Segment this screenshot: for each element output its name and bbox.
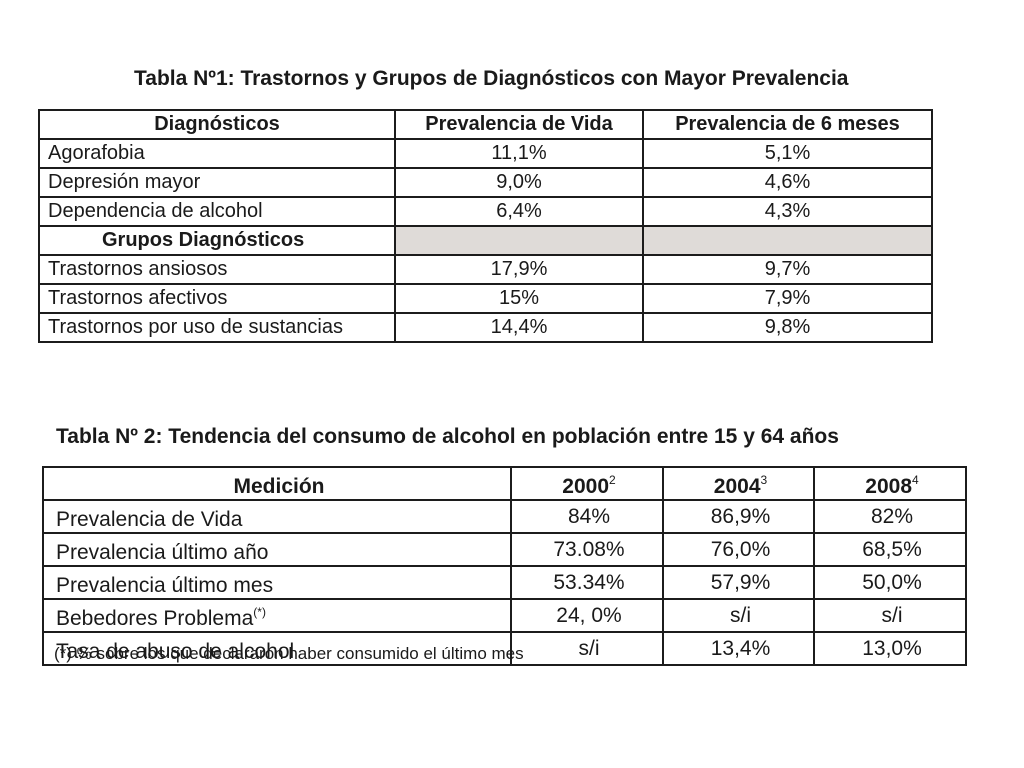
prevalence-6m-cell: 4,3%	[642, 196, 933, 227]
alcohol-trend-table: Medición 20002 20043 20084 Prevalencia d…	[42, 466, 967, 666]
prevalence-life-cell: 17,9%	[394, 254, 644, 285]
value-2008-cell: 13,0%	[813, 631, 967, 666]
column-header: 20043	[662, 466, 815, 501]
value-2004-cell: 76,0%	[662, 532, 815, 567]
prevalence-life-cell: 6,4%	[394, 196, 644, 227]
table-header-row: Medición 20002 20043 20084	[42, 466, 967, 501]
prevalence-life-cell: 15%	[394, 283, 644, 314]
column-header: Prevalencia de Vida	[394, 109, 644, 140]
value-2000-cell: 24, 0%	[510, 598, 664, 633]
value-2004-cell: 86,9%	[662, 499, 815, 534]
shaded-cell	[642, 225, 933, 256]
prevalence-life-cell: 11,1%	[394, 138, 644, 169]
diagnosis-label: Depresión mayor	[38, 167, 396, 198]
column-header: Medición	[42, 466, 512, 501]
prevalence-6m-cell: 4,6%	[642, 167, 933, 198]
table-row: Depresión mayor 9,0% 4,6%	[38, 167, 933, 198]
table-row: Agorafobia 11,1% 5,1%	[38, 138, 933, 169]
column-header: Prevalencia de 6 meses	[642, 109, 933, 140]
table-row: Bebedores Problema(*) 24, 0% s/i s/i	[42, 598, 967, 633]
diagnosis-label: Agorafobia	[38, 138, 396, 169]
value-2000-cell: 73.08%	[510, 532, 664, 567]
value-2008-cell: 68,5%	[813, 532, 967, 567]
measure-label: Prevalencia último mes	[42, 565, 512, 600]
prevalence-6m-cell: 7,9%	[642, 283, 933, 314]
prevalence-life-cell: 14,4%	[394, 312, 644, 343]
group-label: Trastornos afectivos	[38, 283, 396, 314]
table1-title: Tabla Nº1: Trastornos y Grupos de Diagnó…	[134, 67, 849, 90]
value-2008-cell: 50,0%	[813, 565, 967, 600]
table-row: Prevalencia último mes 53.34% 57,9% 50,0…	[42, 565, 967, 600]
prevalence-6m-cell: 9,7%	[642, 254, 933, 285]
prevalence-life-cell: 9,0%	[394, 167, 644, 198]
group-header-row: Grupos Diagnósticos	[38, 225, 933, 256]
table-row: Trastornos por uso de sustancias 14,4% 9…	[38, 312, 933, 343]
column-header: 20002	[510, 466, 664, 501]
group-header-label: Grupos Diagnósticos	[38, 225, 396, 256]
table-row: Prevalencia último año 73.08% 76,0% 68,5…	[42, 532, 967, 567]
value-2004-cell: 57,9%	[662, 565, 815, 600]
value-2004-cell: 13,4%	[662, 631, 815, 666]
measure-label: Tasa de abuso de alcohol	[42, 631, 512, 666]
table-row: Dependencia de alcohol 6,4% 4,3%	[38, 196, 933, 227]
shaded-cell	[394, 225, 644, 256]
group-label: Trastornos ansiosos	[38, 254, 396, 285]
footnote: (*) % sobre los que declararon haber con…	[54, 644, 524, 663]
diagnosis-label: Dependencia de alcohol	[38, 196, 396, 227]
value-2000-cell: 53.34%	[510, 565, 664, 600]
table-row: Trastornos ansiosos 17,9% 9,7%	[38, 254, 933, 285]
table-header-row: Diagnósticos Prevalencia de Vida Prevale…	[38, 109, 933, 140]
value-2000-cell: 84%	[510, 499, 664, 534]
value-2008-cell: s/i	[813, 598, 967, 633]
column-header: 20084	[813, 466, 967, 501]
value-2008-cell: 82%	[813, 499, 967, 534]
prevalence-6m-cell: 9,8%	[642, 312, 933, 343]
value-2000-cell: s/i	[510, 631, 664, 666]
column-header: Diagnósticos	[38, 109, 396, 140]
measure-label: Prevalencia último año	[42, 532, 512, 567]
value-2004-cell: s/i	[662, 598, 815, 633]
measure-label: Bebedores Problema(*)	[42, 598, 512, 633]
group-label: Trastornos por uso de sustancias	[38, 312, 396, 343]
table-row: Prevalencia de Vida 84% 86,9% 82%	[42, 499, 967, 534]
table-row: Tasa de abuso de alcohol s/i 13,4% 13,0%	[42, 631, 967, 666]
table2-title: Tabla Nº 2: Tendencia del consumo de alc…	[56, 425, 839, 448]
measure-label: Prevalencia de Vida	[42, 499, 512, 534]
prevalence-6m-cell: 5,1%	[642, 138, 933, 169]
table-row: Trastornos afectivos 15% 7,9%	[38, 283, 933, 314]
prevalence-table: Diagnósticos Prevalencia de Vida Prevale…	[38, 109, 933, 343]
